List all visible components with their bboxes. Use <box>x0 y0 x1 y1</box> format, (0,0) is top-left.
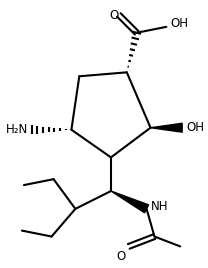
Polygon shape <box>111 191 149 213</box>
Text: H₂N: H₂N <box>6 123 28 136</box>
Text: NH: NH <box>151 200 168 213</box>
Text: OH: OH <box>186 121 204 134</box>
Polygon shape <box>151 123 182 132</box>
Text: OH: OH <box>170 17 188 30</box>
Text: O: O <box>109 9 119 22</box>
Text: O: O <box>116 250 125 263</box>
